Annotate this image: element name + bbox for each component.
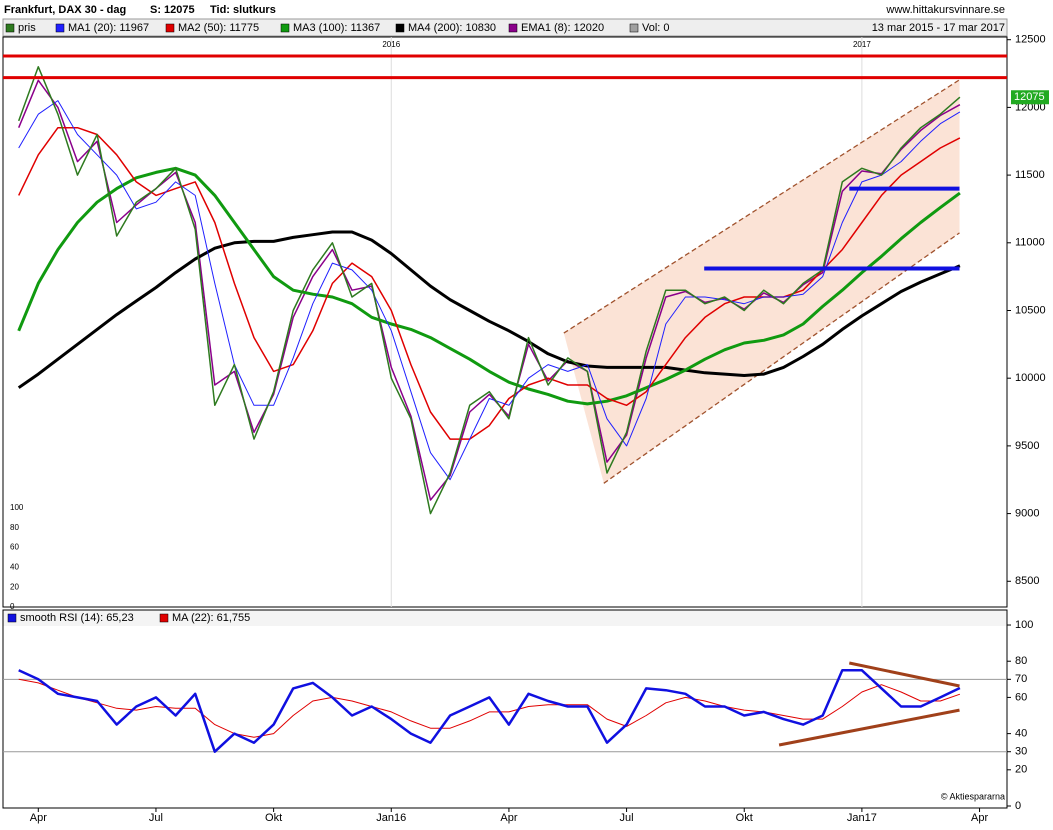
price-marker (1011, 90, 1049, 105)
series-line (18, 126, 961, 440)
series-line (18, 678, 961, 738)
y-tick-label: 70 (1015, 673, 1027, 685)
x-tick-label: Jan16 (376, 812, 406, 824)
x-tick-label: Jan17 (847, 812, 877, 824)
y-tick-label: 12000 (1015, 101, 1046, 113)
legend-swatch (165, 23, 175, 33)
rsi-frame (2, 609, 1008, 809)
y-tick-label: 12500 (1015, 34, 1046, 46)
x-tick-label: Okt (736, 812, 753, 824)
legend-swatch (629, 23, 639, 33)
y-tick-label: 60 (1015, 691, 1027, 703)
y-tick-label: 20 (1015, 764, 1027, 776)
y-tick-label: 100 (1015, 619, 1033, 631)
legend-swatch (159, 613, 169, 623)
legend-label: MA1 (20): 11967 (68, 22, 149, 34)
legend-label: smooth RSI (14): 65,23 (20, 612, 134, 624)
legend-swatch (508, 23, 518, 33)
legend-swatch (55, 23, 65, 33)
price-marker-label: 12075 (1014, 91, 1045, 103)
year-label: 2016 (382, 40, 400, 49)
x-tick-label: Apr (971, 812, 988, 824)
date-range: 13 mar 2015 - 17 mar 2017 (872, 22, 1005, 34)
y-tick-label: 0 (1015, 800, 1021, 812)
x-tick-label: Okt (265, 812, 282, 824)
series-line (18, 100, 961, 481)
volume-tick-label: 40 (10, 563, 19, 572)
legend-label: EMA1 (8): 12020 (521, 22, 604, 34)
legend-label: MA4 (200): 10830 (408, 22, 496, 34)
legend-label: MA3 (100): 11367 (293, 22, 380, 34)
y-tick-label: 9500 (1015, 440, 1039, 452)
price-frame (2, 36, 1008, 608)
rsi-legend-bar (3, 610, 1007, 626)
x-tick-label: Apr (30, 812, 47, 824)
x-tick-label: Jul (620, 812, 634, 824)
x-tick-label: Jul (149, 812, 163, 824)
x-tick-label: Apr (500, 812, 517, 824)
y-tick-label: 80 (1015, 655, 1027, 667)
volume-tick-label: 80 (10, 523, 19, 532)
channel-line (563, 79, 960, 334)
series-line (18, 669, 961, 753)
legend-bar (2, 18, 1008, 37)
legend-swatch (280, 23, 290, 33)
y-tick-label: 9000 (1015, 507, 1039, 519)
legend-swatch (395, 23, 405, 33)
series-line (17, 66, 961, 515)
y-tick-label: 11000 (1015, 237, 1045, 249)
y-tick-label: 30 (1015, 746, 1027, 758)
volume-tick-label: 20 (10, 582, 19, 591)
info: Tid: slutkurs (210, 4, 276, 16)
y-tick-label: 8500 (1015, 575, 1039, 587)
y-tick-label: 11500 (1015, 169, 1045, 181)
y-tick-label: 10000 (1015, 372, 1046, 384)
legend-label: MA2 (50): 11775 (178, 22, 259, 34)
legend-swatch (7, 613, 17, 623)
source: www.hittakursvinnare.se (885, 4, 1005, 16)
series-line (18, 79, 961, 501)
chart-title: Frankfurt, DAX 30 - dag (4, 4, 126, 16)
info: S: 12075 (150, 4, 195, 16)
volume-tick-label: 0 (10, 602, 15, 611)
footer: © Aktiespararna (941, 791, 1005, 801)
year-label: 2017 (853, 40, 871, 49)
legend-label: MA (22): 61,755 (172, 612, 250, 624)
trend-line (778, 708, 960, 747)
channel-line (603, 232, 960, 484)
legend-swatch (5, 23, 15, 33)
legend-label: pris (18, 22, 36, 34)
legend-label: Vol: 0 (642, 22, 670, 34)
volume-tick-label: 60 (10, 543, 19, 552)
y-tick-label: 40 (1015, 728, 1027, 740)
y-tick-label: 10500 (1015, 304, 1046, 316)
trend-line (848, 661, 960, 688)
series-line (17, 230, 961, 389)
volume-tick-label: 100 (10, 503, 24, 512)
